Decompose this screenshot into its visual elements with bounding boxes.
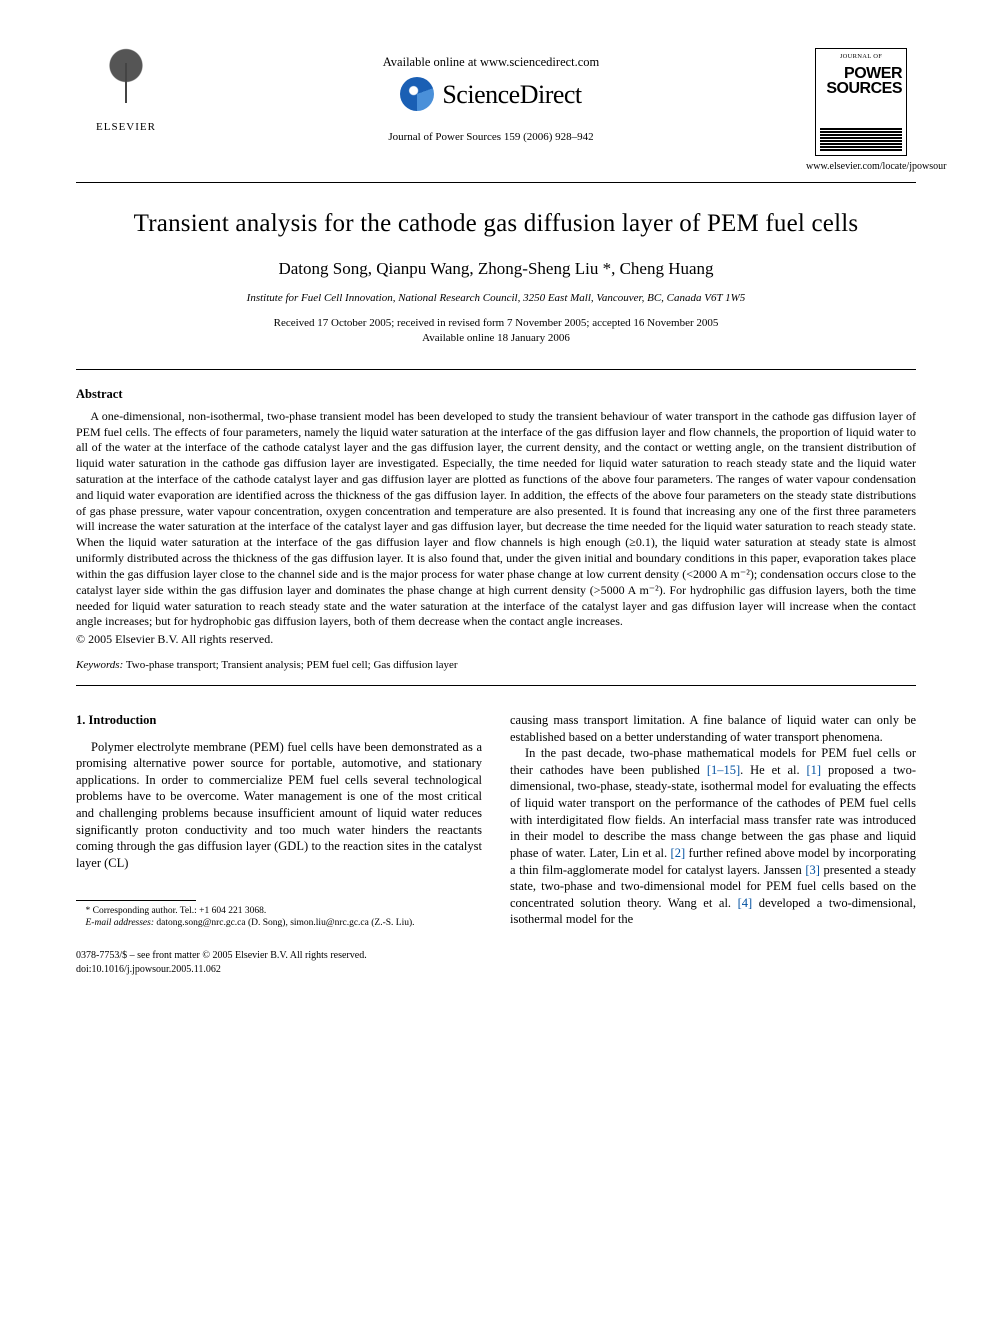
email-label: E-mail addresses: [86, 918, 155, 928]
journal-locate-url: www.elsevier.com/locate/jpowsour [806, 160, 916, 174]
email-footnote: E-mail addresses: datong.song@nrc.gc.ca … [76, 917, 482, 929]
ref-link-2[interactable]: [2] [671, 846, 686, 860]
abstract-text: A one-dimensional, non-isothermal, two-p… [76, 409, 916, 631]
ref-link-1-15[interactable]: [1–15] [707, 763, 740, 777]
left-column: 1. Introduction Polymer electrolyte memb… [76, 712, 482, 929]
footnote-rule [76, 900, 196, 901]
ref-link-1[interactable]: [1] [807, 763, 822, 777]
email-addresses: datong.song@nrc.gc.ca (D. Song), simon.l… [154, 918, 414, 928]
page-header: ELSEVIER Available online at www.science… [76, 48, 916, 174]
corresponding-author-footnote: * Corresponding author. Tel.: +1 604 221… [76, 905, 482, 917]
journal-cover-bar-icon [820, 127, 902, 151]
abstract-heading: Abstract [76, 386, 916, 403]
journal-cover-block: JOURNAL OF POWER SOURCES www.elsevier.co… [806, 48, 916, 174]
journal-cover-pretitle: JOURNAL OF [820, 53, 902, 62]
keywords-line: Keywords: Two-phase transport; Transient… [76, 658, 916, 673]
sciencedirect-logo: ScienceDirect [176, 77, 806, 112]
abstract-body: A one-dimensional, non-isothermal, two-p… [76, 409, 916, 648]
journal-cover-title-2: SOURCES [826, 80, 902, 97]
elsevier-tree-icon [95, 48, 157, 118]
title-block: Transient analysis for the cathode gas d… [76, 182, 916, 370]
section-1-heading: 1. Introduction [76, 712, 482, 729]
sciencedirect-wordmark: ScienceDirect [442, 77, 581, 112]
copyright-line: © 2005 Elsevier B.V. All rights reserved… [76, 632, 916, 648]
journal-cover-title: POWER SOURCES [820, 66, 902, 96]
elsevier-label: ELSEVIER [76, 120, 176, 135]
author-list: Datong Song, Qianpu Wang, Zhong-Sheng Li… [76, 258, 916, 281]
journal-citation: Journal of Power Sources 159 (2006) 928–… [176, 130, 806, 145]
doi-line: doi:10.1016/j.jpowsour.2005.11.062 [76, 963, 916, 977]
affiliation: Institute for Fuel Cell Innovation, Nati… [76, 291, 916, 306]
journal-cover-box: JOURNAL OF POWER SOURCES [815, 48, 907, 156]
sciencedirect-swirl-icon [400, 77, 434, 111]
intro-paragraph-2: In the past decade, two-phase mathematic… [510, 745, 916, 928]
p2-seg-b: . He et al. [740, 763, 806, 777]
dates-line-2: Available online 18 January 2006 [422, 332, 570, 344]
ref-link-3[interactable]: [3] [805, 863, 820, 877]
doi-block: 0378-7753/$ – see front matter © 2005 El… [76, 949, 916, 976]
right-column: causing mass transport limitation. A fin… [510, 712, 916, 929]
elsevier-logo-block: ELSEVIER [76, 48, 176, 135]
history-dates: Received 17 October 2005; received in re… [76, 316, 916, 347]
front-matter-line: 0378-7753/$ – see front matter © 2005 El… [76, 949, 916, 963]
intro-paragraph-1: Polymer electrolyte membrane (PEM) fuel … [76, 739, 482, 872]
dates-line-1: Received 17 October 2005; received in re… [274, 317, 719, 329]
ref-link-4[interactable]: [4] [738, 896, 753, 910]
intro-paragraph-1-cont: causing mass transport limitation. A fin… [510, 712, 916, 745]
header-center: Available online at www.sciencedirect.co… [176, 48, 806, 145]
article-title: Transient analysis for the cathode gas d… [76, 207, 916, 241]
available-online-line: Available online at www.sciencedirect.co… [176, 54, 806, 71]
body-two-column: 1. Introduction Polymer electrolyte memb… [76, 712, 916, 929]
abstract-block: Abstract A one-dimensional, non-isotherm… [76, 370, 916, 686]
keywords-label: Keywords: [76, 659, 123, 671]
keywords-text: Two-phase transport; Transient analysis;… [126, 659, 458, 671]
